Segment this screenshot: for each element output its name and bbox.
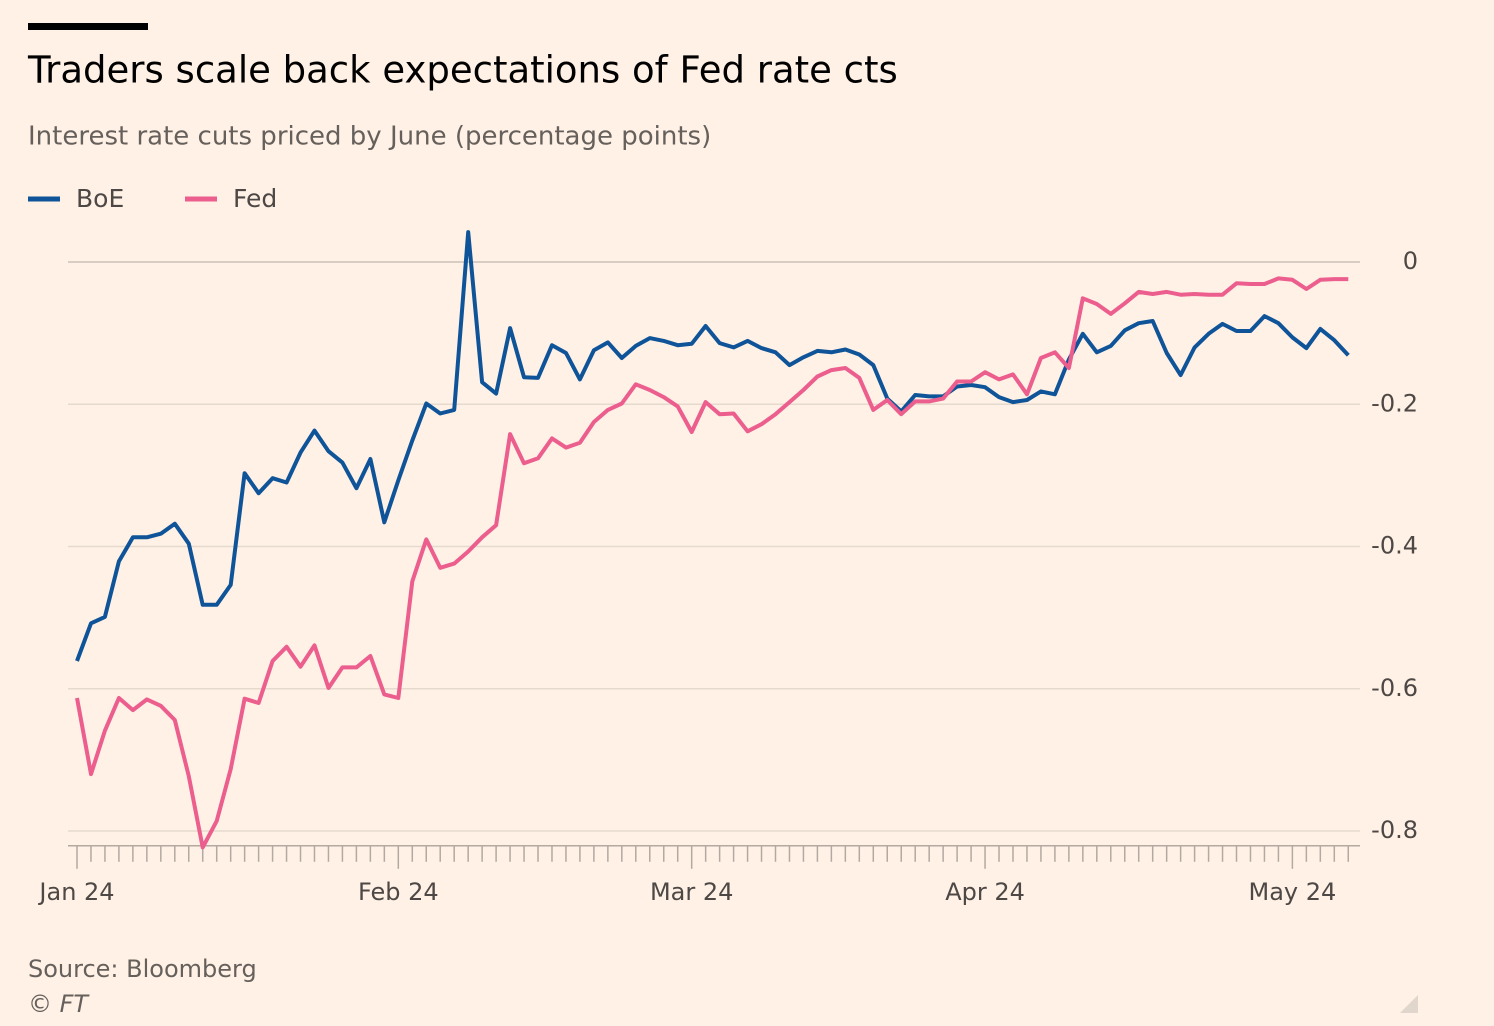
source: Source: Bloomberg [28, 955, 257, 983]
resize-corner [1400, 995, 1418, 1013]
y-tick-label: -0.4 [1371, 532, 1418, 560]
line-boe [75, 230, 1350, 662]
chart-title: Traders scale back expectations of Fed r… [27, 49, 898, 92]
x-tick-label: Mar 24 [650, 878, 733, 906]
x-tick-label: Feb 24 [358, 878, 439, 906]
legend-label: Fed [233, 184, 277, 213]
x-tick-label: May 24 [1248, 878, 1336, 906]
line-fed [75, 276, 1349, 850]
credit: © FT [28, 990, 90, 1018]
y-tick-label: -0.8 [1371, 816, 1418, 844]
y-tick-label: -0.6 [1371, 674, 1418, 702]
x-tick-label: Jan 24 [37, 878, 114, 906]
title-bar [28, 23, 148, 30]
y-tick-label: -0.2 [1371, 389, 1418, 417]
legend-label: BoE [76, 184, 124, 213]
chart-subtitle: Interest rate cuts priced by June (perce… [28, 122, 711, 152]
x-tick-label: Apr 24 [945, 878, 1025, 906]
y-tick-label: 0 [1403, 247, 1418, 275]
